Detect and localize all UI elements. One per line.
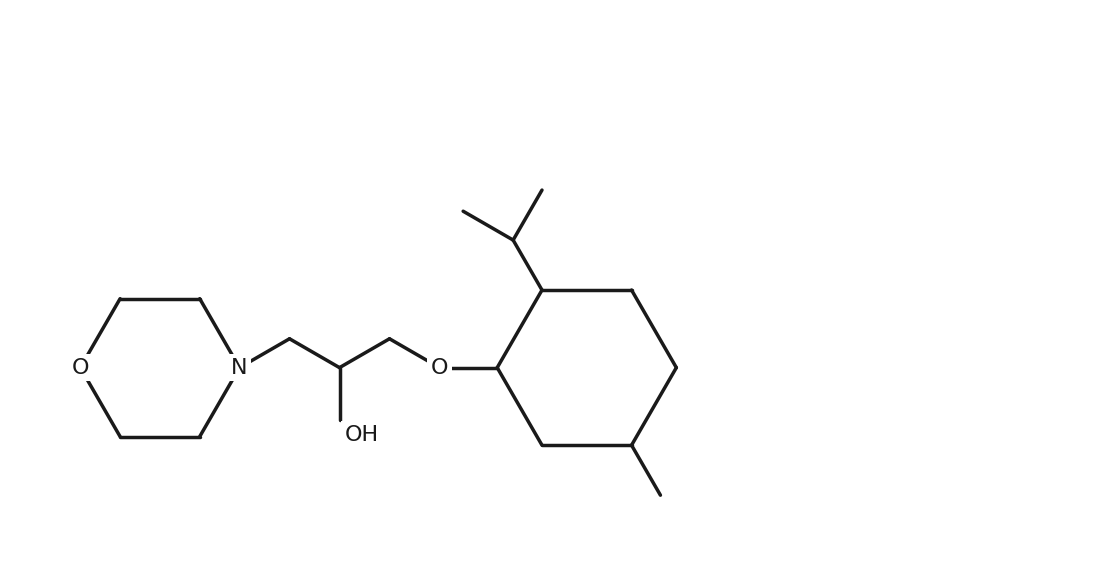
Text: OH: OH bbox=[345, 424, 378, 445]
Text: O: O bbox=[71, 357, 89, 378]
Text: O: O bbox=[431, 357, 449, 378]
Text: N: N bbox=[231, 357, 248, 378]
